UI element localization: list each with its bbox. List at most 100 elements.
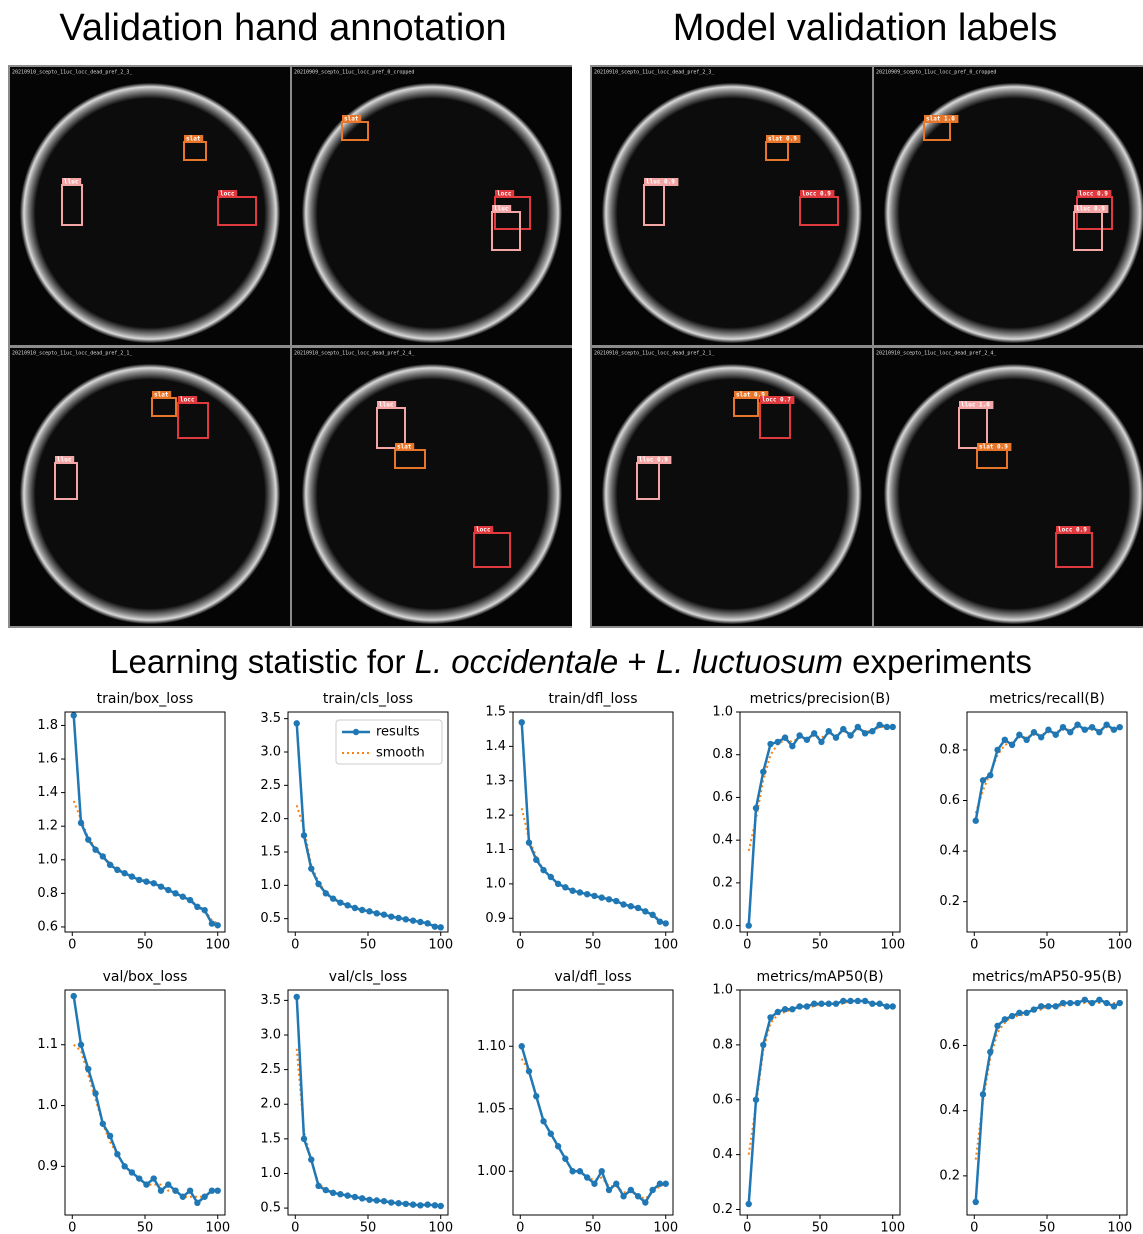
y-tick-label: 0.6 [939,1038,960,1053]
results-point [760,1042,766,1048]
smooth-line [522,808,666,921]
results-point [973,1199,979,1205]
results-line [749,1001,893,1204]
box-label: lluc [379,402,394,409]
results-point [374,1197,380,1203]
results-point [1117,724,1123,730]
results-point [366,1197,372,1203]
results-point [294,720,300,726]
section-heading: Learning statistic for L. occidentale + … [110,643,1032,680]
results-point [548,1131,554,1137]
legend-label: results [376,725,420,740]
chart-title: metrics/mAP50(B) [756,969,883,985]
results-point [158,883,164,889]
y-tick-label: 1.4 [37,785,58,800]
results-point [804,1003,810,1009]
results-point [381,911,387,917]
results-point [1009,1013,1015,1019]
y-tick-label: 0.4 [939,1103,960,1118]
y-tick-label: 0.2 [712,1202,733,1217]
y-tick-label: 2.5 [260,1062,281,1077]
y-tick-label: 0.8 [712,747,733,762]
results-point [438,1203,444,1209]
results-point [826,1001,832,1007]
y-tick-label: 0.5 [260,911,281,926]
results-point [826,728,832,734]
results-point [994,747,1000,753]
chart-title: train/cls_loss [323,691,413,707]
box-label: locc [497,191,512,198]
tile-filename: 20210910_scepto_11uc_locc_dead_pref_2_4_ [294,351,415,357]
results-point [323,1187,329,1193]
results-point [323,890,329,896]
results-point [388,913,394,919]
results-point [1067,729,1073,735]
box-label: locc 0.9 [1058,527,1087,534]
results-point [548,874,554,880]
results-point [555,881,561,887]
results-point [884,1003,890,1009]
box-label: lluc 0.9 [1076,206,1105,213]
results-point [804,737,810,743]
results-point [657,918,663,924]
x-tick-label: 100 [205,938,230,953]
results-point [121,870,127,876]
x-tick-label: 0 [970,938,978,953]
results-point [635,905,641,911]
results-point [366,908,372,914]
panel-title: Model validation labels [673,7,1057,49]
box-label: slat 0.9 [979,444,1008,451]
results-point [301,1136,307,1142]
x-tick-label: 0 [516,938,524,953]
results-point [1111,727,1117,733]
results-point [180,894,186,900]
x-tick-label: 50 [1039,938,1056,953]
x-tick-label: 100 [653,938,678,953]
y-tick-label: 1.5 [485,705,506,720]
results-point [833,734,839,740]
results-point [417,919,423,925]
results-line [976,725,1120,821]
results-point [767,741,773,747]
x-tick-label: 50 [137,938,154,953]
plot-frame [740,990,900,1215]
panel-title: Validation hand annotation [59,7,506,49]
results-point [1023,1010,1029,1016]
x-tick-label: 100 [880,1221,905,1234]
results-point [811,730,817,736]
results-point [663,920,669,926]
x-tick-label: 50 [137,1221,154,1234]
results-point [620,1193,626,1199]
page: Learning statistic for L. occidentale + … [0,0,1143,1234]
results-point [432,923,438,929]
y-tick-label: 0.6 [712,1092,733,1107]
y-tick-label: 0.6 [37,919,58,934]
results-point [519,719,525,725]
image-tile: 20210910_scepto_11uc_locc_dead_pref_2_1_… [592,348,872,626]
results-point [620,901,626,907]
y-tick-label: 1.1 [485,842,506,857]
results-point [987,772,993,778]
results-point [1089,724,1095,730]
results-point [172,1187,178,1193]
results-point [862,730,868,736]
x-tick-label: 0 [743,1221,751,1234]
box-label: locc [220,191,235,198]
image-tile: 20210909_scepto_11uc_locc_pref_0_cropped… [874,67,1143,345]
results-point [294,994,300,1000]
box-label: locc [476,527,491,534]
y-tick-label: 1.0 [260,878,281,893]
image-tile: 20210910_scepto_11uc_locc_dead_pref_2_3_… [10,67,290,345]
results-point [315,881,321,887]
results-point [92,1090,98,1096]
heading-part: L. occidentale [415,643,619,680]
box-label: locc 0.7 [762,397,791,404]
results-point [424,1201,430,1207]
results-point [92,847,98,853]
results-point [980,1091,986,1097]
chart-title: val/box_loss [103,969,188,985]
y-tick-label: 3.0 [260,1028,281,1043]
results-point [1002,737,1008,743]
chart-title: train/dfl_loss [548,691,637,707]
results-point [1096,729,1102,735]
